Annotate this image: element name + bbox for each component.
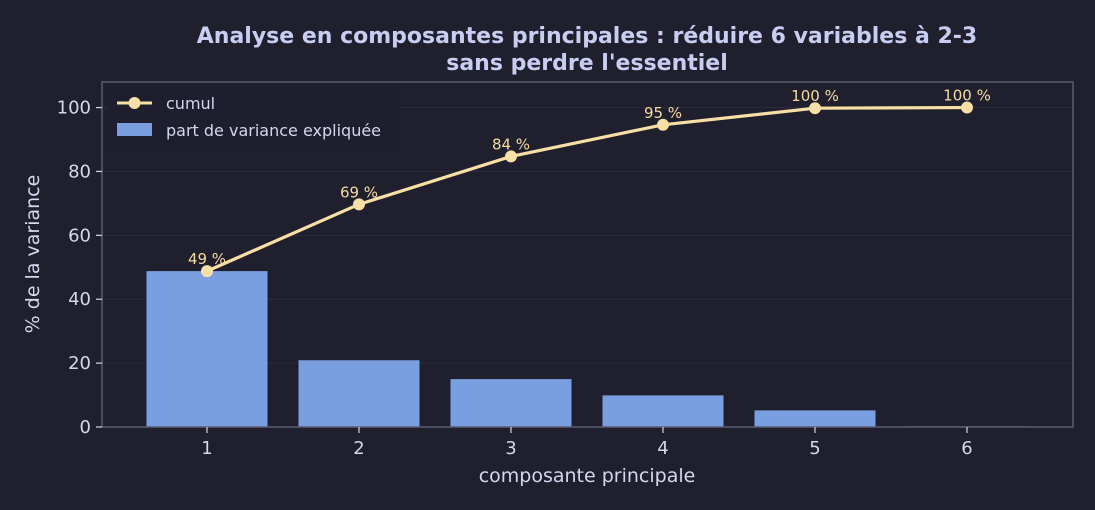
bar-pc-4	[602, 395, 724, 427]
cumulative-labels: 49 % 69 % 84 % 95 % 100 % 100 %	[188, 87, 991, 269]
cumulative-label-1: 49 %	[188, 250, 226, 268]
bar-pc-3	[450, 379, 572, 427]
y-tick-label-0: 0	[80, 417, 91, 438]
cumulative-label-5: 100 %	[791, 87, 839, 105]
legend-line-marker	[128, 97, 141, 109]
x-tick-label-2: 2	[353, 438, 364, 459]
cumulative-line	[206, 105, 968, 273]
x-tick-label-6: 6	[961, 438, 972, 459]
x-axis-ticks: 1 2 3 4 5 6	[201, 427, 973, 459]
x-tick-label-3: 3	[505, 438, 516, 459]
cumulative-point-1	[201, 265, 213, 278]
y-axis-ticks: 0 20 40 60 80 100	[57, 98, 102, 438]
cumulative-point-6	[961, 101, 973, 114]
legend-box	[108, 88, 401, 150]
cumulative-points	[201, 101, 973, 278]
cumulative-label-4: 95 %	[644, 104, 682, 122]
cumulative-point-4	[657, 118, 669, 131]
cumulative-label-6: 100 %	[943, 87, 991, 105]
y-tick-label-80: 80	[68, 161, 91, 182]
bar-pc-2	[298, 360, 420, 427]
legend-label-variance: part de variance expliquée	[166, 121, 381, 140]
x-tick-label-1: 1	[201, 438, 212, 459]
chart-title-line-1: Analyse en composantes principales : réd…	[197, 24, 977, 49]
y-axis-label: % de la variance	[22, 175, 44, 334]
x-axis-label: composante principale	[479, 465, 696, 487]
plot-frame	[101, 81, 1074, 428]
x-tick-label-4: 4	[657, 438, 668, 459]
legend: cumul part de variance expliquée	[108, 88, 401, 150]
legend-bar-swatch	[117, 123, 152, 136]
y-tick-label-40: 40	[68, 289, 91, 310]
cumulative-label-2: 69 %	[340, 183, 378, 201]
legend-label-cumul: cumul	[166, 94, 215, 113]
cumulative-point-3	[505, 150, 517, 163]
bar-pc-1	[146, 271, 268, 427]
y-tick-label-20: 20	[68, 353, 91, 374]
chart-title-line-2: sans perdre l'essentiel	[446, 51, 728, 76]
y-tick-label-100: 100	[57, 98, 91, 119]
cumulative-line-path	[206, 105, 968, 273]
cumulative-point-5	[809, 102, 821, 115]
cumulative-label-3: 84 %	[492, 135, 530, 153]
y-tick-label-60: 60	[68, 225, 91, 246]
cumulative-point-2	[353, 198, 365, 211]
bar-pc-5	[754, 410, 876, 427]
x-tick-label-5: 5	[809, 438, 820, 459]
